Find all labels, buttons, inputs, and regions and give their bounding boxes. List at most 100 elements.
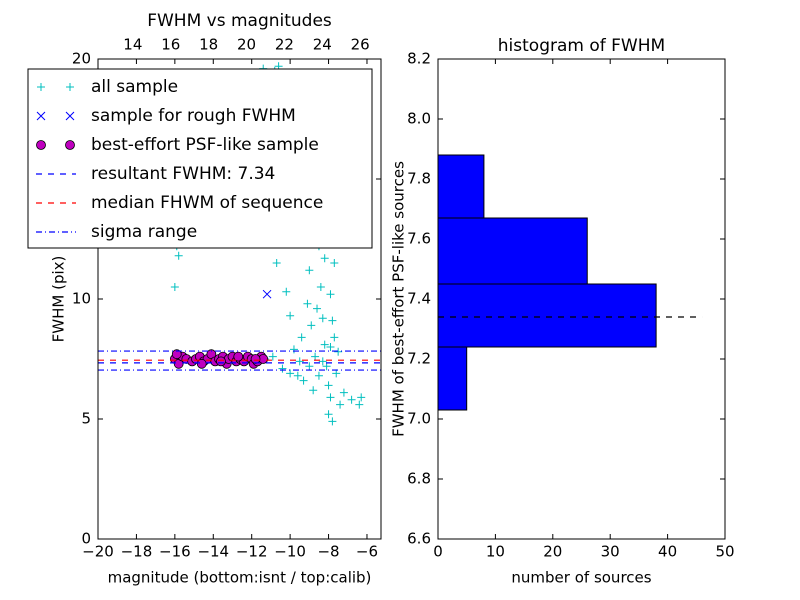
plus-marker: [328, 316, 337, 325]
top-tick-label: 22: [275, 36, 294, 54]
legend-box: [27, 68, 373, 249]
legend-label: median FHWM of sequence: [91, 193, 323, 213]
x-tick-label: 40: [658, 543, 677, 561]
plus-marker: [318, 357, 327, 366]
y-tick-label: 8.0: [407, 110, 431, 128]
top-tick-label: 18: [199, 36, 218, 54]
plus-marker: [357, 393, 366, 402]
plus-marker: [328, 417, 337, 426]
plus-marker: [320, 254, 329, 263]
top-tick-label: 20: [237, 36, 256, 54]
plus-marker: [174, 251, 183, 260]
plus-marker: [336, 400, 345, 409]
y-tick-label: 6.8: [407, 470, 431, 488]
plus-marker: [286, 369, 295, 378]
y-axis-label: FWHM (pix): [50, 256, 68, 343]
plus-marker: [330, 333, 339, 342]
x-tick-label: −14: [197, 543, 229, 561]
cross-marker: [262, 289, 272, 299]
x-tick-label: −18: [121, 543, 153, 561]
plus-marker: [347, 395, 356, 404]
chart-title: FWHM vs magnitudes: [147, 11, 332, 31]
legend-label: all sample: [91, 77, 178, 97]
plus-marker: [303, 299, 312, 308]
plus-marker: [272, 259, 281, 267]
circle-marker: [36, 140, 46, 150]
y-tick-label: 8.2: [407, 50, 431, 68]
circle-marker: [171, 349, 182, 360]
plus-marker: [324, 410, 333, 419]
y-tick-label: 6.6: [407, 530, 431, 548]
plus-marker: [278, 364, 287, 373]
plus-marker: [37, 83, 45, 91]
plus-marker: [330, 259, 339, 267]
y-tick-label: 7.8: [407, 170, 431, 188]
legend-label: resultant FWHM: 7.34: [91, 164, 275, 184]
plus-marker: [322, 362, 331, 371]
plus-marker: [326, 343, 335, 351]
plus-marker: [286, 311, 295, 320]
circle-marker: [216, 356, 226, 367]
y-axis-label: FWHM of best-effort PSF-like sources: [390, 161, 408, 437]
plus-marker: [295, 357, 304, 366]
top-tick-label: 26: [351, 36, 370, 54]
y-tick-label: 20: [72, 50, 91, 68]
plus-marker: [311, 352, 320, 361]
y-tick-label: 7.4: [407, 290, 431, 308]
x-tick-label: −10: [274, 543, 306, 561]
legend-label: sample for rough FWHM: [91, 106, 296, 126]
x-tick-label: 10: [486, 543, 505, 561]
hist-bar: [437, 154, 485, 219]
y-tick-label: 7.6: [407, 230, 431, 248]
x-tick-label: −6: [356, 543, 378, 561]
chart-title: histogram of FWHM: [498, 36, 665, 56]
axes-frame: [97, 58, 382, 540]
x-tick-label: 50: [715, 543, 734, 561]
x-tick-label: −20: [82, 543, 114, 561]
legend-label: best-effort PSF-like sample: [91, 135, 319, 155]
plus-marker: [332, 369, 341, 378]
plus-marker: [268, 352, 277, 361]
y-tick-label: 0: [81, 530, 91, 548]
y-tick-label: 7.0: [407, 410, 431, 428]
circle-marker: [65, 140, 75, 150]
plus-marker: [299, 376, 308, 385]
plus-marker: [293, 371, 302, 380]
x-tick-label: 30: [601, 543, 620, 561]
top-tick-label: 14: [123, 36, 142, 54]
plus-marker: [320, 340, 329, 349]
plus-marker: [334, 347, 343, 356]
x-axis-label: number of sources: [511, 569, 651, 587]
x-tick-label: −12: [236, 543, 268, 561]
plus-marker: [309, 386, 318, 395]
plus-marker: [314, 371, 323, 380]
top-tick-label: 16: [161, 36, 180, 54]
x-tick-label: −16: [159, 543, 191, 561]
circle-marker: [196, 358, 207, 369]
hist-bar: [437, 346, 468, 411]
circle-marker: [250, 354, 261, 364]
plus-marker: [305, 266, 314, 275]
plus-marker: [307, 321, 316, 330]
x-tick-label: 20: [543, 543, 562, 561]
cross-marker: [65, 111, 75, 121]
plus-marker: [297, 333, 306, 342]
hist-bar: [437, 283, 657, 348]
plus-marker: [355, 400, 364, 409]
hist-bar: [437, 217, 588, 285]
y-tick-label: 10: [72, 290, 91, 308]
plus-marker: [324, 381, 333, 390]
axes-frame: [437, 58, 726, 540]
plus-marker: [316, 283, 325, 291]
plus-marker: [318, 314, 327, 323]
plus-marker: [66, 83, 74, 91]
legend: all sample sample for rough FWHM best-effo…: [27, 68, 373, 249]
top-tick-label: 24: [313, 36, 332, 54]
plus-marker: [289, 345, 298, 354]
x-axis-label: magnitude (bottom:isnt / top:calib): [108, 569, 372, 587]
plus-marker: [326, 393, 335, 402]
plus-marker: [339, 388, 348, 397]
x-tick-label: 0: [433, 543, 443, 561]
plus-marker: [305, 362, 314, 371]
